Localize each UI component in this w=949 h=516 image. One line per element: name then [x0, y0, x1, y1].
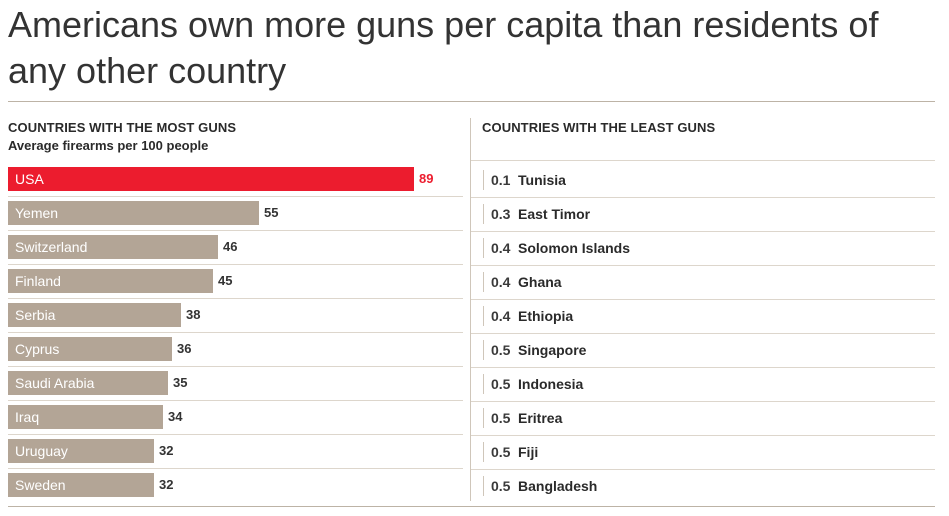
list-row-tick: [483, 306, 484, 326]
bar-iraq: Iraq: [8, 405, 163, 429]
bar-label: Cyprus: [15, 341, 60, 357]
bar-label: Saudi Arabia: [15, 375, 95, 391]
list-item-value: 0.5: [491, 410, 511, 426]
bar-value-label: 45: [218, 273, 233, 288]
bar-value-label: 38: [186, 307, 201, 322]
list-item: 0.3 East Timor: [483, 202, 590, 226]
chart-title: Americans own more guns per capita than …: [8, 4, 879, 91]
top-divider: [8, 101, 935, 102]
row-separator: [8, 196, 463, 197]
row-separator: [8, 264, 463, 265]
list-item-value: 0.5: [491, 376, 511, 392]
list-item-country: Eritrea: [518, 410, 563, 426]
list-row-tick: [483, 374, 484, 394]
list-item: 0.5 Fiji: [483, 440, 538, 464]
list-item-value: 0.4: [491, 274, 511, 290]
bar-usa: USA: [8, 167, 414, 191]
bar-value-label: 89: [419, 171, 434, 186]
bar-saudi-arabia: Saudi Arabia: [8, 371, 168, 395]
list-item-value: 0.5: [491, 478, 511, 494]
list-item-country: East Timor: [518, 206, 591, 222]
list-item: 0.5 Indonesia: [483, 372, 583, 396]
list-row-tick: [483, 204, 484, 224]
list-item-value: 0.1: [491, 172, 511, 188]
list-item-country: Fiji: [518, 444, 539, 460]
row-separator: [471, 231, 935, 232]
bar-serbia: Serbia: [8, 303, 181, 327]
least-guns-heading: COUNTRIES WITH THE LEAST GUNS: [482, 120, 716, 135]
bar-label: USA: [15, 171, 44, 187]
bar-switzerland: Switzerland: [8, 235, 218, 259]
list-item-value: 0.4: [491, 240, 511, 256]
list-item: 0.5 Eritrea: [483, 406, 562, 430]
list-item: 0.5 Bangladesh: [483, 474, 597, 498]
list-row-tick: [483, 408, 484, 428]
bar-value-label: 32: [159, 477, 174, 492]
bar-label: Finland: [15, 273, 61, 289]
list-item: 0.5 Singapore: [483, 338, 586, 362]
bar-label: Switzerland: [15, 239, 88, 255]
bar-label: Serbia: [15, 307, 56, 323]
list-top-rule: [471, 160, 935, 161]
list-item-value: 0.5: [491, 342, 511, 358]
list-row-tick: [483, 476, 484, 496]
row-separator: [8, 434, 463, 435]
bar-value-label: 32: [159, 443, 174, 458]
row-separator: [8, 230, 463, 231]
row-separator: [8, 400, 463, 401]
bar-finland: Finland: [8, 269, 213, 293]
bar-label: Sweden: [15, 477, 66, 493]
list-item: 0.4 Solomon Islands: [483, 236, 630, 260]
list-item-country: Solomon Islands: [518, 240, 631, 256]
row-separator: [471, 401, 935, 402]
list-item-country: Ethiopia: [518, 308, 574, 324]
list-item-value: 0.5: [491, 444, 511, 460]
list-item-country: Singapore: [518, 342, 587, 358]
row-separator: [8, 298, 463, 299]
row-separator: [471, 367, 935, 368]
list-row-tick: [483, 272, 484, 292]
row-separator: [471, 299, 935, 300]
list-row-tick: [483, 170, 484, 190]
bar-value-label: 36: [177, 341, 192, 356]
bar-label: Uruguay: [15, 443, 68, 459]
bar-label: Iraq: [15, 409, 40, 425]
bar-value-label: 35: [173, 375, 188, 390]
list-item-value: 0.4: [491, 308, 511, 324]
row-separator: [471, 197, 935, 198]
list-item-country: Tunisia: [518, 172, 566, 188]
bar-value-label: 55: [264, 205, 279, 220]
row-separator: [471, 265, 935, 266]
row-separator: [471, 435, 935, 436]
list-item: 0.1 Tunisia: [483, 168, 566, 192]
bar-label: Yemen: [15, 205, 59, 221]
list-item-value: 0.3: [491, 206, 511, 222]
row-separator: [471, 469, 935, 470]
bar-yemen: Yemen: [8, 201, 259, 225]
list-row-tick: [483, 340, 484, 360]
bar-cyprus: Cyprus: [8, 337, 172, 361]
column-divider: [470, 118, 471, 501]
most-guns-heading: COUNTRIES WITH THE MOST GUNS: [8, 120, 237, 135]
row-separator: [8, 468, 463, 469]
list-row-tick: [483, 238, 484, 258]
row-separator: [471, 333, 935, 334]
row-separator: [8, 332, 463, 333]
list-item-country: Bangladesh: [518, 478, 598, 494]
list-item: 0.4 Ethiopia: [483, 304, 573, 328]
bottom-divider: [8, 506, 935, 507]
row-separator: [8, 366, 463, 367]
list-item: 0.4 Ghana: [483, 270, 562, 294]
list-item-country: Indonesia: [518, 376, 584, 392]
bar-uruguay: Uruguay: [8, 439, 154, 463]
list-row-tick: [483, 442, 484, 462]
bar-value-label: 46: [223, 239, 238, 254]
bar-value-label: 34: [168, 409, 183, 424]
most-guns-subtitle: Average firearms per 100 people: [8, 138, 209, 153]
list-item-country: Ghana: [518, 274, 562, 290]
bar-sweden: Sweden: [8, 473, 154, 497]
